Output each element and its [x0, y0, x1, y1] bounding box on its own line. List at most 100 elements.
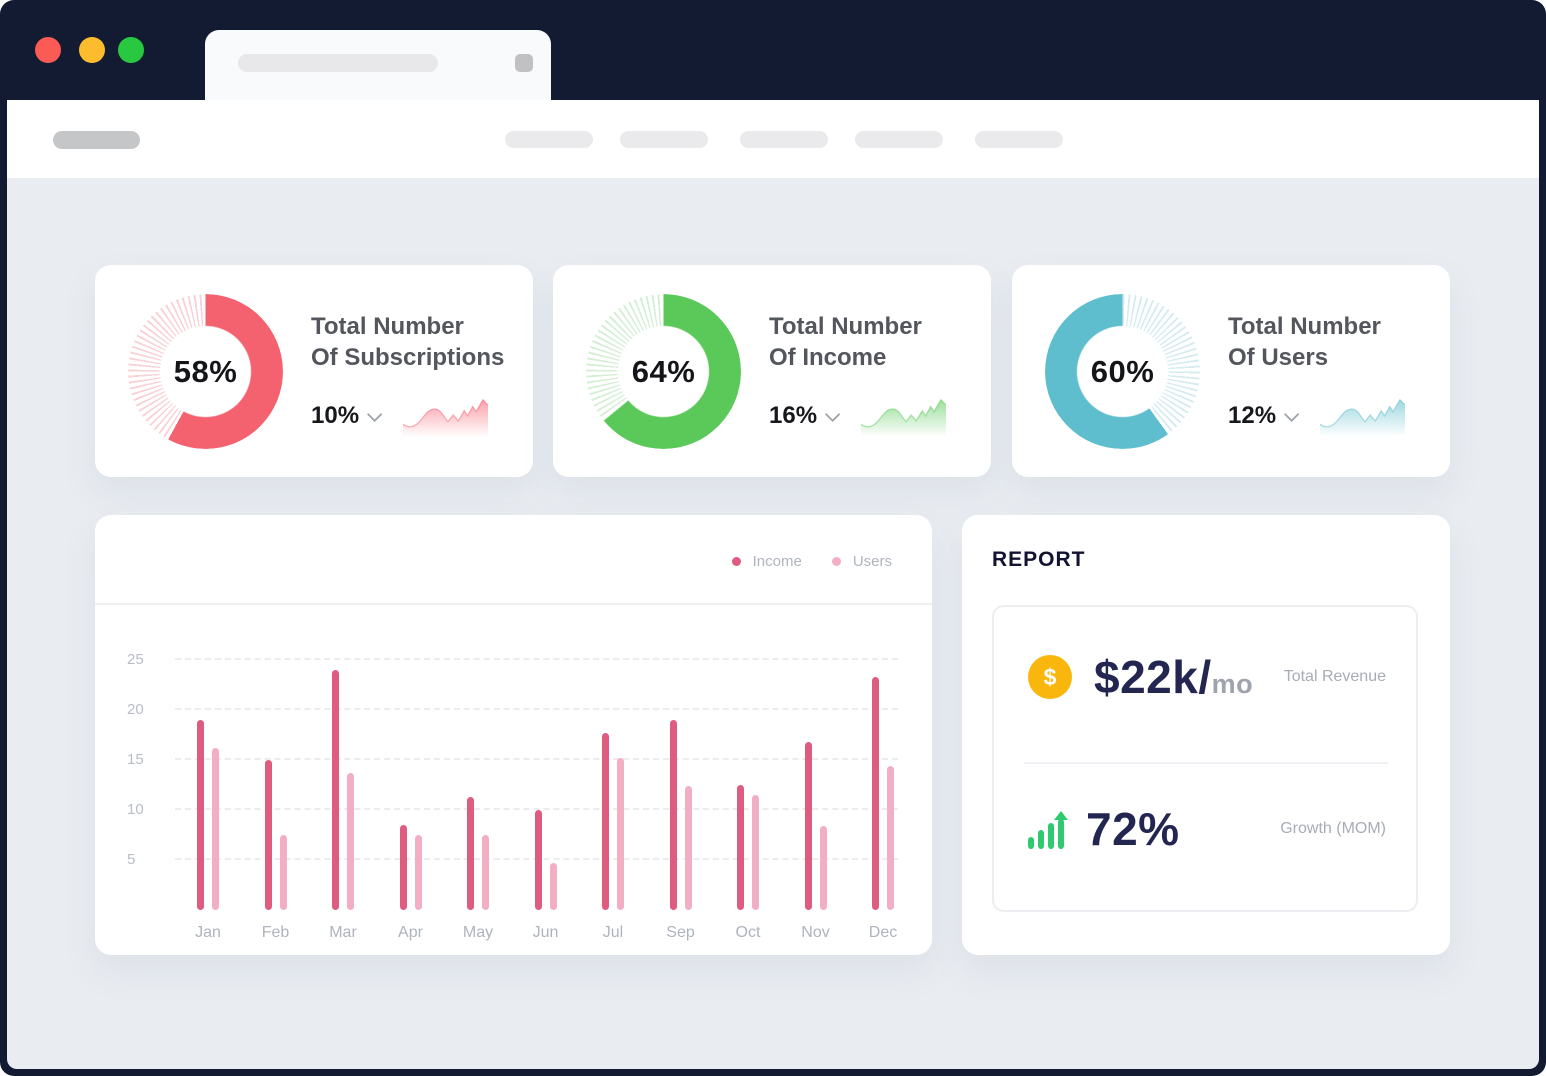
bar-group: May	[463, 603, 493, 941]
users-donut-chart: 60%	[1045, 294, 1200, 449]
logo-placeholder	[53, 131, 140, 149]
growth-bar	[1028, 837, 1034, 849]
income-bar	[399, 825, 407, 910]
gridline: 25	[127, 651, 898, 668]
nav-item-placeholder[interactable]	[505, 131, 593, 148]
gridline: 20	[127, 701, 898, 718]
subscriptions-sparkline	[402, 393, 489, 437]
bar-group: Mar	[329, 603, 357, 941]
legend-label: Users	[852, 553, 892, 570]
bar-group: Jan	[195, 603, 221, 941]
growth-arrow	[1054, 811, 1068, 849]
revenue-unit: mo	[1211, 669, 1254, 699]
income-bar	[872, 677, 879, 910]
report-heading: REPORT	[992, 548, 1086, 571]
browser-toolbar	[7, 100, 1539, 178]
stat-card-title: Total Number Of Income	[769, 313, 922, 371]
x-axis-month-label: Nov	[801, 924, 830, 941]
gridline: 10	[127, 801, 898, 818]
income-stat-card: 64% Total Number Of Income 16%	[553, 265, 991, 477]
y-axis-tick-label: 5	[127, 851, 136, 868]
x-axis-month-label: Jun	[532, 924, 559, 941]
nav-item-placeholder[interactable]	[855, 131, 943, 148]
report-divider	[1024, 762, 1388, 764]
income-bar	[534, 810, 542, 910]
stat-card-title: Total Number Of Subscriptions	[311, 313, 505, 371]
bar-group: Nov	[801, 603, 830, 941]
chevron-down-icon[interactable]	[366, 406, 383, 422]
x-axis-month-label: Feb	[261, 924, 290, 941]
chevron-down-icon[interactable]	[824, 406, 841, 422]
income-bar	[264, 760, 272, 910]
delta-value: 12%	[1228, 402, 1277, 429]
donut-ring	[586, 294, 741, 449]
x-axis-month-label: Sep	[666, 924, 695, 941]
donut-percent-label: 60%	[1090, 353, 1155, 389]
legend-item-income[interactable]: Income	[731, 553, 802, 570]
bar-group: Apr	[398, 603, 423, 941]
bar-group: Sep	[666, 603, 695, 941]
monthly-bar-chart-card: Income Users 5 10 15 20 25 Jan Feb Mar Apr May Jun J…	[95, 515, 932, 955]
subscriptions-stat-card: 58% Total Number Of Subscriptions 10%	[95, 265, 533, 477]
donut-percent-label: 58%	[173, 353, 238, 389]
dashboard-content: 58% Total Number Of Subscriptions 10% 64…	[7, 178, 1539, 1069]
dollar-coin-icon: $	[1028, 655, 1072, 699]
chart-legend: Income Users	[731, 553, 892, 570]
x-axis-month-label: Jul	[602, 924, 624, 941]
donut-ring	[128, 294, 283, 449]
growth-value: 72%	[1086, 803, 1180, 855]
x-axis-month-label: Oct	[735, 924, 761, 941]
income-bar	[737, 785, 744, 910]
bar-group: Dec	[869, 603, 897, 941]
x-axis-month-label: Apr	[398, 924, 423, 941]
y-axis-tick-label: 20	[127, 701, 144, 718]
bar-group: Jun	[533, 603, 558, 941]
bar-group: Jul	[602, 603, 624, 941]
growth-bars-icon	[1028, 809, 1068, 849]
users-bar	[684, 786, 692, 910]
donut-percent-label: 64%	[631, 353, 696, 389]
legend-item-users[interactable]: Users	[831, 553, 892, 570]
y-axis-tick-label: 25	[127, 651, 144, 668]
growth-row: 72% Growth (MOM)	[1028, 799, 1386, 859]
browser-tab[interactable]	[205, 30, 551, 100]
users-bar	[617, 758, 624, 910]
tab-title-placeholder	[238, 54, 438, 72]
maximize-button[interactable]	[118, 37, 144, 63]
report-panel: $ $22k/mo Total Revenue 72% Growth (MOM)	[992, 605, 1418, 912]
income-donut-chart: 64%	[586, 294, 741, 449]
income-bar	[804, 742, 812, 910]
nav-item-placeholder[interactable]	[975, 131, 1063, 148]
bar-group: Feb	[262, 603, 289, 941]
close-button[interactable]	[35, 37, 61, 63]
minimize-button[interactable]	[79, 37, 105, 63]
users-stat-card: 60% Total Number Of Users 12%	[1012, 265, 1450, 477]
y-axis-tick-label: 10	[127, 801, 144, 818]
users-bar	[819, 826, 827, 910]
chart-top-separator	[95, 603, 932, 605]
y-axis-tick-label: 15	[127, 751, 144, 768]
x-axis-month-label: Jan	[195, 924, 221, 941]
report-card: REPORT $ $22k/mo Total Revenue 72% Growt…	[962, 515, 1450, 955]
users-bar	[212, 748, 219, 910]
chevron-down-icon[interactable]	[1283, 406, 1300, 422]
nav-item-placeholder[interactable]	[620, 131, 708, 148]
income-bar	[602, 733, 609, 910]
nav-item-placeholder[interactable]	[740, 131, 828, 148]
tab-close-icon[interactable]	[515, 54, 533, 72]
growth-bar	[1038, 830, 1044, 849]
x-axis-month-label: May	[462, 924, 494, 941]
bar-chart-plot: 5 10 15 20 25 Jan Feb Mar Apr May Jun Jul Sep Oct Nov D…	[127, 603, 898, 941]
income-bar	[332, 670, 339, 910]
users-bar	[887, 766, 894, 910]
delta-value: 10%	[311, 402, 360, 429]
x-axis-month-label: Mar	[329, 924, 357, 941]
growth-label: Growth (MOM)	[1280, 820, 1386, 837]
growth-bar	[1048, 823, 1054, 849]
users-bar	[482, 835, 489, 910]
bar-group: Oct	[736, 603, 760, 941]
users-bar	[279, 835, 287, 910]
income-bar	[669, 720, 677, 910]
legend-label: Income	[752, 553, 802, 570]
